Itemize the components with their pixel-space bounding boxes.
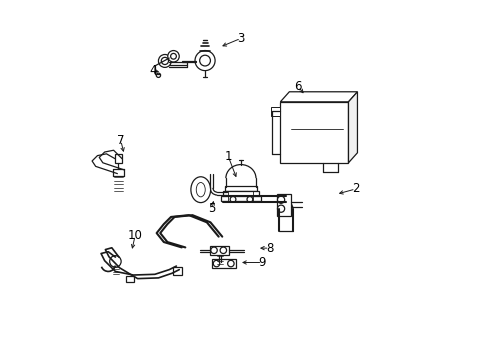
Bar bbox=[210, 246, 228, 255]
Circle shape bbox=[170, 53, 176, 59]
Bar bbox=[280, 102, 348, 163]
Polygon shape bbox=[348, 92, 357, 163]
Bar bbox=[115, 154, 122, 163]
Bar bbox=[221, 196, 260, 201]
Ellipse shape bbox=[190, 177, 210, 203]
Bar bbox=[223, 191, 258, 196]
Polygon shape bbox=[280, 92, 357, 102]
Bar bbox=[276, 194, 290, 216]
Bar bbox=[271, 107, 280, 116]
Circle shape bbox=[109, 256, 121, 267]
Text: 4: 4 bbox=[149, 64, 157, 77]
Text: 7: 7 bbox=[117, 134, 124, 147]
Bar bbox=[212, 259, 235, 268]
Text: 6: 6 bbox=[294, 80, 302, 93]
Text: 2: 2 bbox=[351, 183, 359, 195]
Circle shape bbox=[199, 55, 210, 66]
Circle shape bbox=[213, 260, 219, 267]
Circle shape bbox=[277, 205, 284, 212]
Circle shape bbox=[227, 260, 234, 267]
Circle shape bbox=[167, 50, 179, 62]
Circle shape bbox=[246, 197, 252, 202]
Circle shape bbox=[277, 196, 284, 203]
Circle shape bbox=[230, 197, 235, 202]
Text: 5: 5 bbox=[208, 202, 216, 215]
Text: 8: 8 bbox=[265, 242, 273, 255]
Text: 9: 9 bbox=[258, 256, 265, 269]
Bar bbox=[224, 186, 257, 191]
Bar bbox=[126, 276, 134, 282]
Circle shape bbox=[195, 50, 215, 71]
Circle shape bbox=[210, 247, 217, 253]
Circle shape bbox=[220, 247, 226, 253]
Circle shape bbox=[156, 73, 160, 77]
Text: 10: 10 bbox=[127, 229, 142, 242]
Circle shape bbox=[158, 54, 171, 67]
Ellipse shape bbox=[196, 183, 205, 197]
Circle shape bbox=[161, 57, 168, 64]
Bar bbox=[173, 267, 182, 275]
Text: 1: 1 bbox=[224, 150, 232, 163]
Text: 3: 3 bbox=[237, 32, 244, 45]
